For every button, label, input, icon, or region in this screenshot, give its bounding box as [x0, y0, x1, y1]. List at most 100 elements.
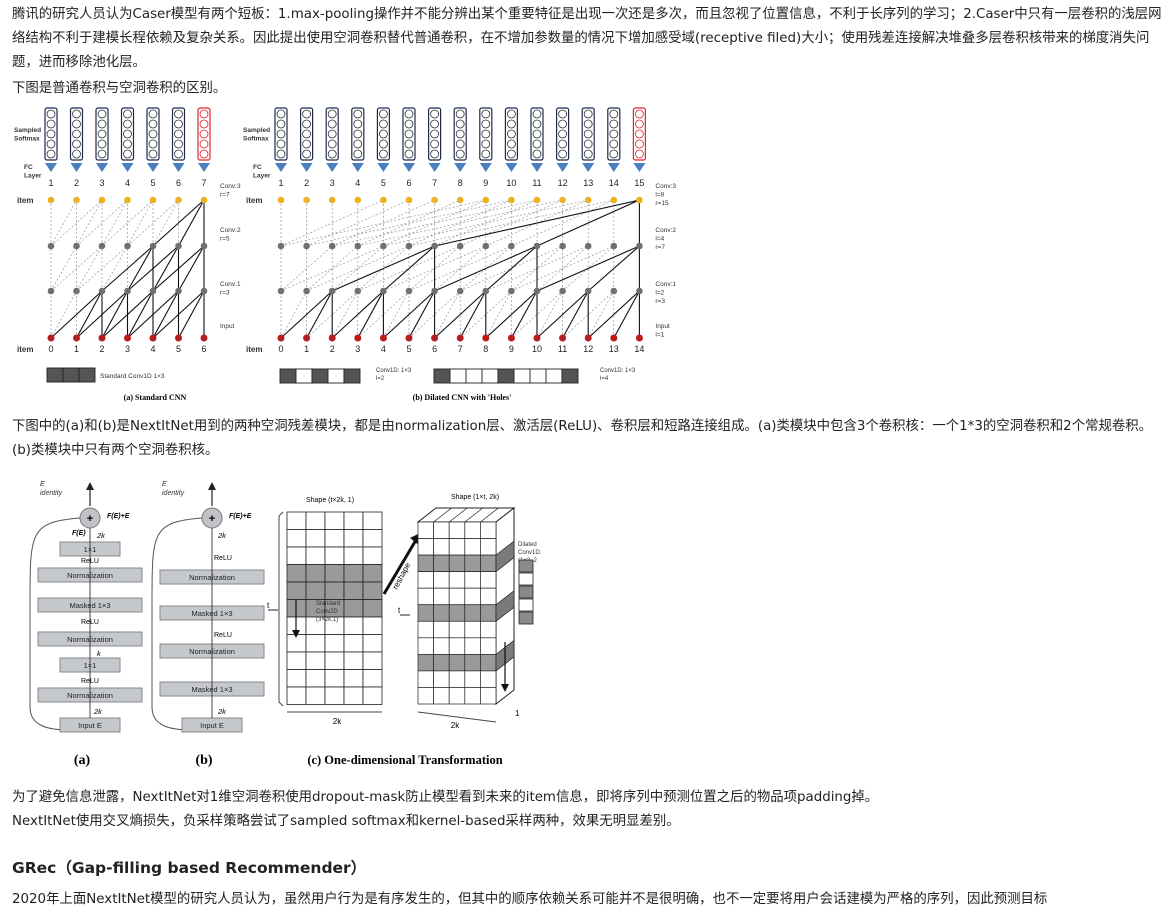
- block-cell: [417, 521, 434, 539]
- softmax-unit: [199, 139, 209, 149]
- grid-cell: [362, 651, 383, 670]
- arrow-head-icon: [292, 630, 300, 638]
- softmax-unit: [404, 109, 414, 119]
- receptive-field-connection: [331, 290, 384, 339]
- output-item-node: [405, 196, 413, 204]
- paragraph-dropout-mask: 为了避免信息泄露，NextItNet对1维空洞卷积使用dropout-mask防…: [12, 790, 879, 805]
- softmax-unit: [327, 149, 337, 159]
- conv-connection: [357, 290, 410, 339]
- fc-arrow-icon: [531, 163, 543, 172]
- softmax-unit: [327, 129, 337, 139]
- dilated-conv-l2-legend: [311, 368, 329, 384]
- softmax-unit: [506, 129, 516, 139]
- block-cell: [433, 554, 450, 572]
- grid-cell: [362, 686, 383, 705]
- softmax-unit: [481, 109, 491, 119]
- width-bracket: [417, 711, 497, 723]
- block-cell: [448, 604, 466, 622]
- input-position-number: 6: [432, 344, 437, 354]
- dilated-conv-l2-legend: [343, 368, 361, 384]
- output-position-number: 12: [558, 178, 568, 188]
- block-cell: [480, 554, 497, 572]
- relu-label: ReLU: [214, 632, 232, 639]
- conv-connection: [50, 199, 103, 247]
- paragraph-figure1-intro: 下图是普通卷积与空洞卷积的区别。: [12, 81, 227, 96]
- input-item-node: [328, 334, 336, 342]
- softmax-unit: [506, 119, 516, 129]
- input-item-node: [124, 334, 131, 342]
- fc-arrow-icon: [377, 163, 390, 172]
- fc-arrow-icon: [300, 163, 313, 172]
- receptive-field-connection: [152, 245, 179, 292]
- output-item-node: [610, 196, 618, 204]
- softmax-unit: [378, 149, 388, 159]
- conv1-node: [98, 287, 106, 295]
- output-position-number: 4: [355, 178, 360, 188]
- caption-a: (a): [74, 753, 91, 768]
- item-label-top: item: [246, 196, 262, 205]
- fc-arrow-icon: [556, 163, 569, 172]
- dilated-conv-l4-legend: [513, 368, 531, 384]
- conv-connection: [485, 245, 589, 292]
- softmax-unit: [353, 129, 363, 139]
- shape1-label: Shape (t×2k, 1): [306, 497, 354, 504]
- conv3-label: Conv:3: [655, 183, 676, 190]
- output-position-number: 2: [304, 178, 309, 188]
- fc-arrow-icon: [147, 163, 159, 172]
- receptive-field-connection: [178, 245, 205, 292]
- grid-cell: [286, 564, 307, 583]
- block-cell: [464, 670, 481, 688]
- block-cell: [417, 637, 434, 655]
- output-item-node: [456, 196, 464, 204]
- block-cell: [480, 670, 497, 688]
- block-cell: [464, 604, 481, 622]
- fe-plus-e-label: F(E)+E: [107, 513, 130, 520]
- standard-conv-legend-label: Standard Conv1D 1×3: [100, 373, 165, 380]
- fc-arrow-icon: [505, 163, 518, 172]
- softmax-unit: [583, 129, 593, 139]
- softmax-unit: [609, 129, 619, 139]
- receptive-field-connection: [434, 290, 487, 339]
- conv2-node: [380, 242, 387, 250]
- paragraph-grec-intro: 2020年上面NextItNet模型的研究人员认为，虽然用户行为是有序发生的，但…: [12, 892, 1048, 907]
- input-item-node: [98, 334, 106, 342]
- relu-label: ReLU: [214, 555, 232, 562]
- receptive-field-connection: [152, 290, 179, 339]
- conv1-label: l=2: [655, 290, 664, 297]
- dilated-conv-l2-legend: [295, 368, 313, 384]
- conv-connection: [306, 245, 410, 292]
- grid-cell: [324, 581, 345, 600]
- fc-arrow-icon: [403, 163, 415, 172]
- output-item-node: [277, 196, 285, 204]
- block-cell: [417, 554, 434, 572]
- grid-cell: [324, 651, 345, 670]
- softmax-unit: [123, 129, 132, 139]
- softmax-unit: [430, 149, 440, 159]
- softmax-unit: [46, 129, 56, 139]
- receptive-field-connection: [127, 290, 154, 339]
- t-label: t: [267, 601, 270, 610]
- dim-label: 2k: [217, 707, 227, 716]
- fc-arrow-icon: [198, 163, 210, 172]
- input-position-number: 4: [150, 344, 155, 354]
- conv-connection: [280, 199, 486, 247]
- output-position-number: 7: [432, 178, 437, 188]
- conv2-node: [124, 242, 131, 250]
- standard-conv-kernel-legend: [62, 367, 80, 383]
- block-cell: [448, 554, 466, 572]
- dilated-conv-l4-legend: [465, 368, 483, 384]
- dilated-l2-legend-label: l=2: [376, 376, 385, 382]
- input-item-node: [47, 334, 55, 342]
- conv2-node: [610, 242, 618, 250]
- grid-cell: [286, 651, 307, 670]
- output-position-number: 1: [278, 178, 283, 188]
- conv-connection: [383, 245, 486, 292]
- conv1-label: Conv:1: [220, 281, 241, 288]
- conv2-node: [354, 242, 362, 250]
- dilated-conv-l4-legend: [497, 368, 515, 384]
- grid-cell: [305, 511, 326, 530]
- grid-cell: [343, 529, 364, 548]
- block-cell: [448, 587, 466, 606]
- softmax-unit: [609, 119, 619, 129]
- conv-connection: [562, 290, 615, 339]
